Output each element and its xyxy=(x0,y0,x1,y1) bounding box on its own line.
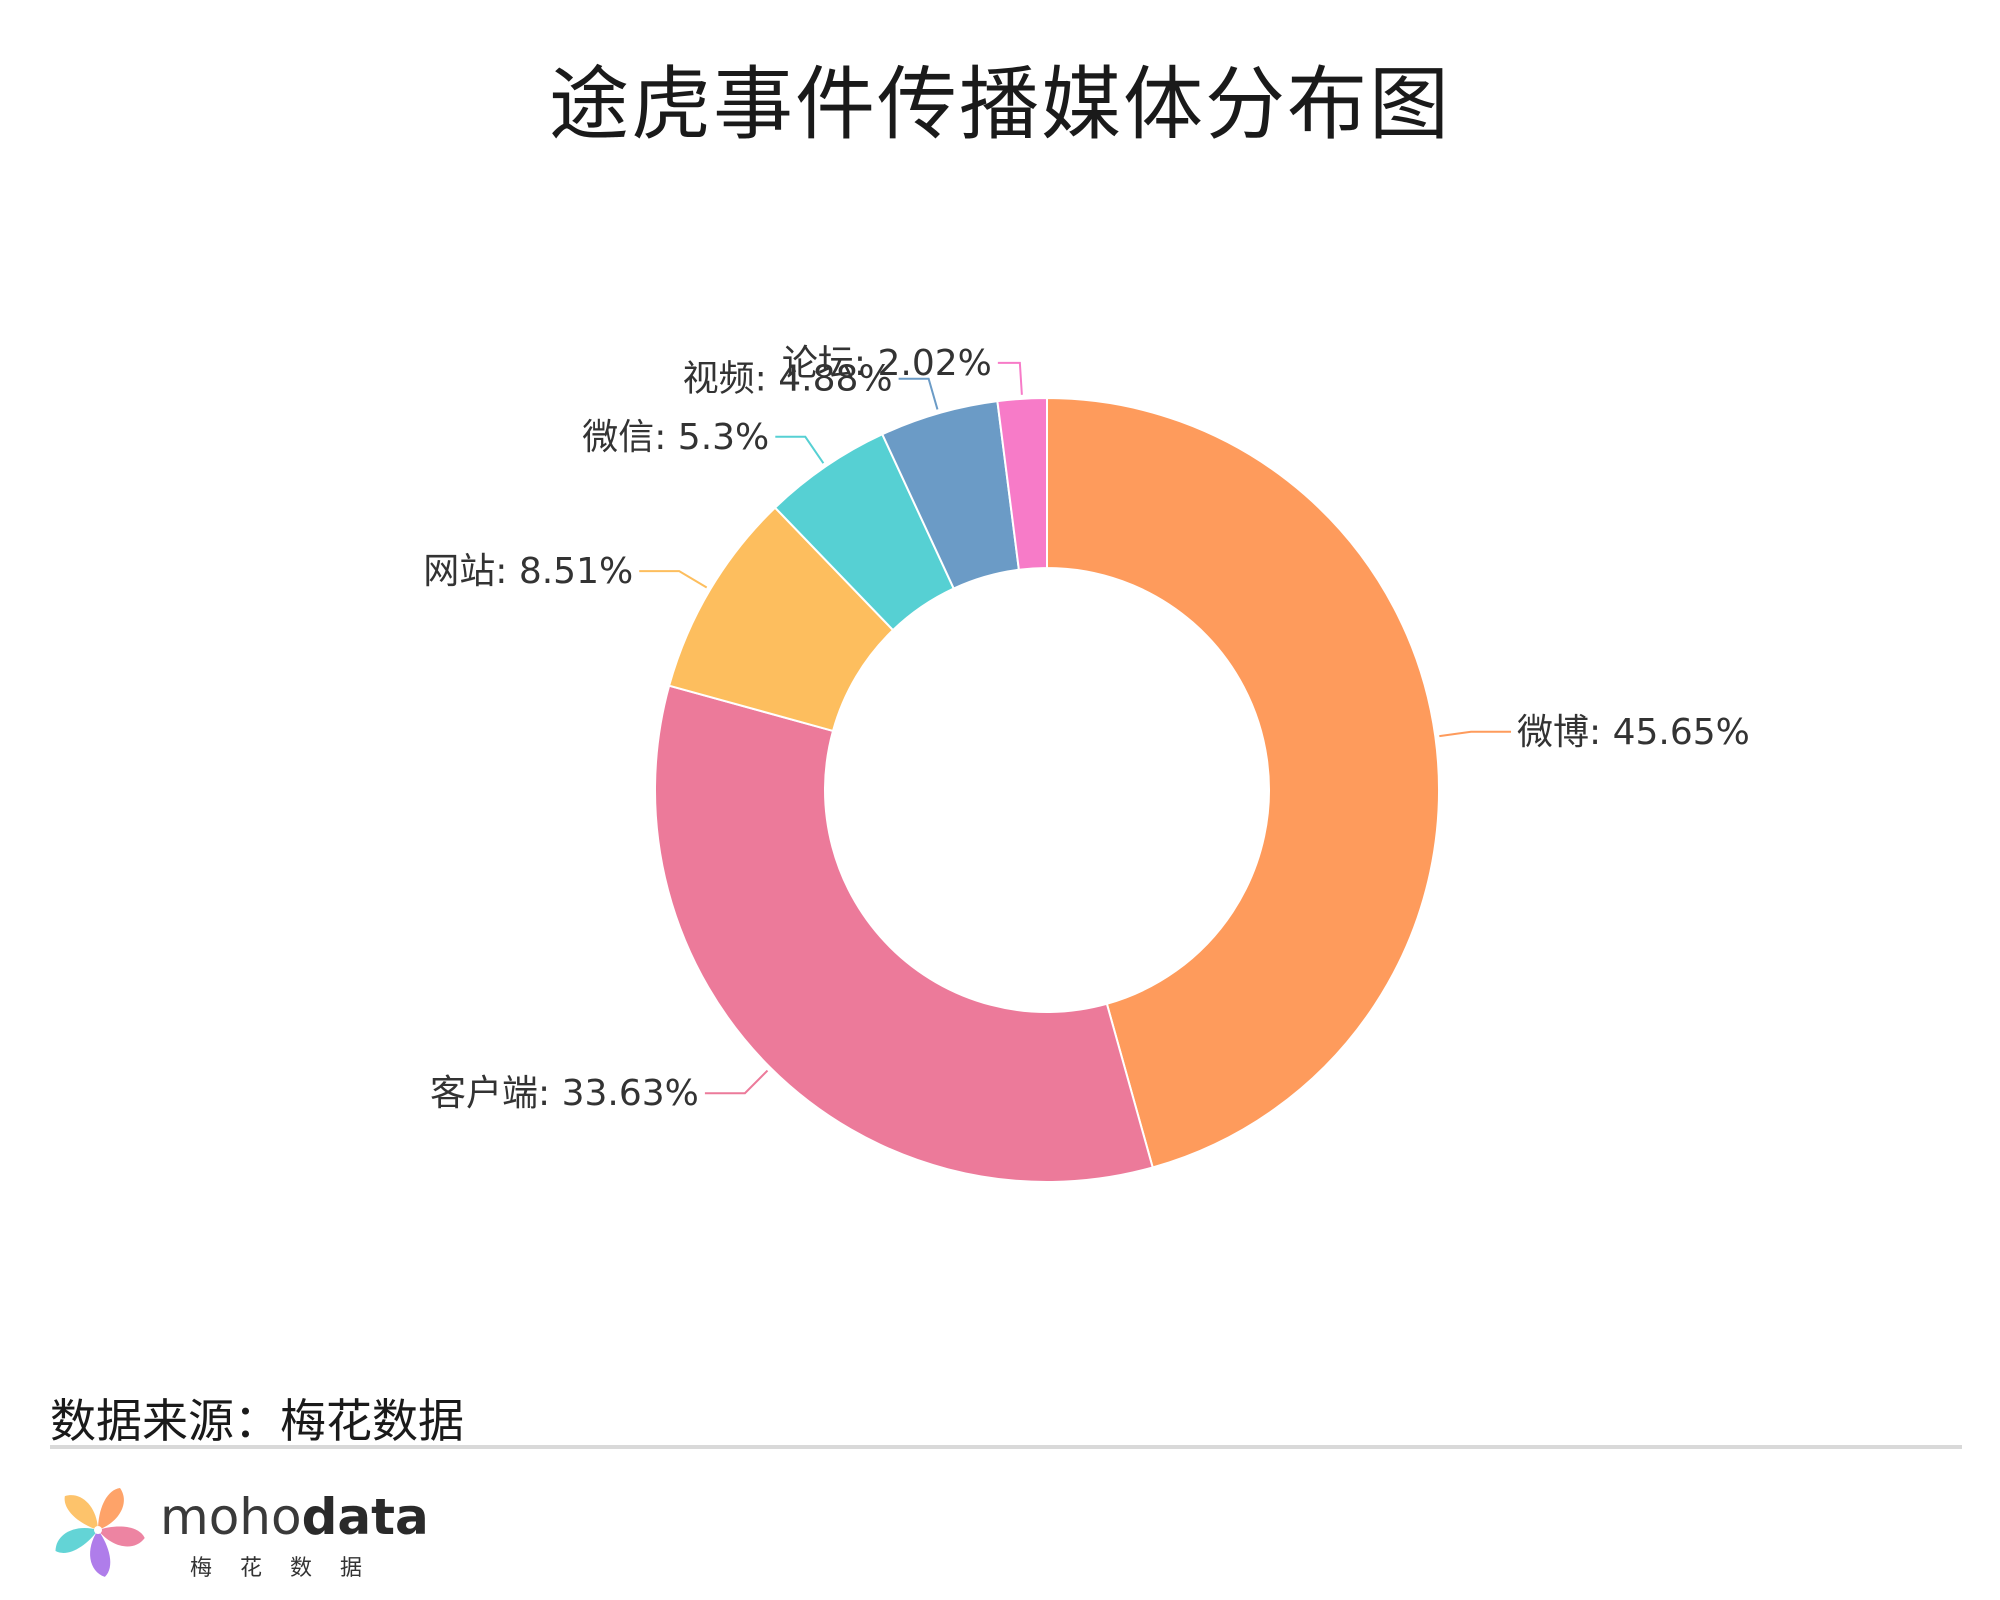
leader-line-论坛 xyxy=(997,361,1023,395)
leader-line-网站 xyxy=(639,570,708,589)
leader-line-视频 xyxy=(898,377,939,410)
brand-logo: mohodata 梅花数据 xyxy=(48,1480,648,1590)
leader-line-微信 xyxy=(775,435,825,464)
slice-客户端[interactable] xyxy=(654,684,1154,1183)
pinwheel-petal xyxy=(64,1495,98,1530)
slice-label-网站: 网站: 8.51% xyxy=(423,551,633,592)
pinwheel-petal xyxy=(98,1488,124,1530)
brand-subtitle: 梅花数据 xyxy=(190,1556,391,1581)
pinwheel-center xyxy=(94,1526,102,1534)
pinwheel-icon xyxy=(55,1488,145,1577)
slice-label-视频: 视频: 4.88% xyxy=(683,359,893,400)
brand-name: mohodata xyxy=(160,1488,429,1546)
brand-name-bold: data xyxy=(301,1488,429,1546)
pinwheel-petal xyxy=(55,1528,98,1553)
pinwheel-petal xyxy=(98,1526,145,1547)
leader-line-微博 xyxy=(1439,730,1512,738)
slice-微博[interactable] xyxy=(1046,396,1440,1169)
leader-line-客户端 xyxy=(704,1069,769,1095)
slice-论坛[interactable] xyxy=(996,396,1048,571)
slice-label-微博: 微博: 45.65% xyxy=(1517,712,1750,753)
data-source: 数据来源：梅花数据 xyxy=(50,1394,464,1448)
chart-title: 途虎事件传播媒体分布图 xyxy=(549,58,1451,151)
slice-label-论坛: 论坛: 2.02% xyxy=(782,343,992,384)
brand-name-light: moho xyxy=(160,1488,302,1546)
footer-divider xyxy=(50,1445,1962,1449)
slice-label-客户端: 客户端: 33.63% xyxy=(430,1073,699,1114)
pinwheel-petal xyxy=(90,1530,111,1577)
slice-label-微信: 微信: 5.3% xyxy=(582,417,769,458)
